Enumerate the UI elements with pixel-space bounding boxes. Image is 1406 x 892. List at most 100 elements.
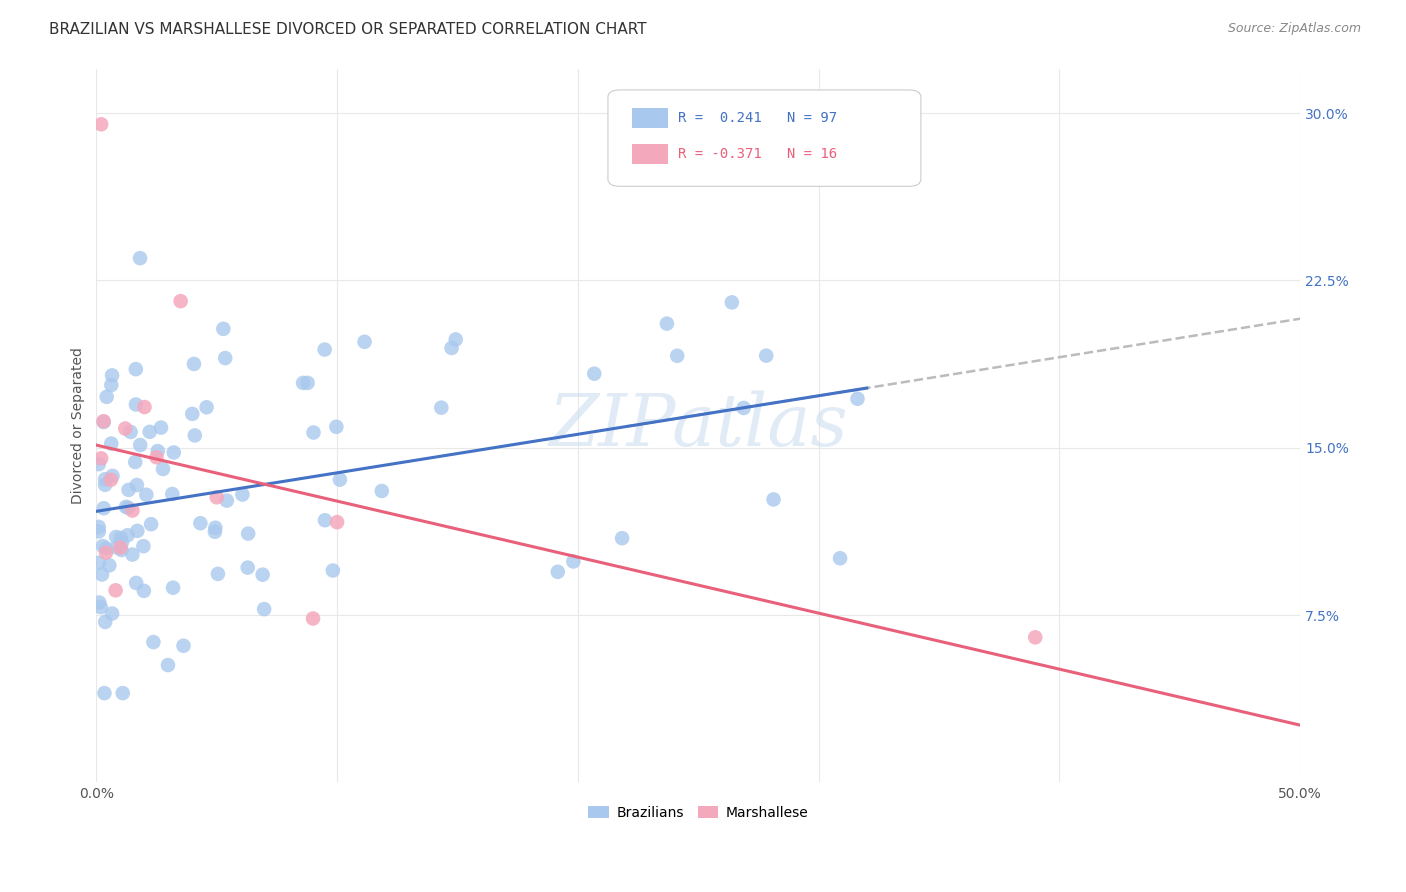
- Marshallese: [1024, 631, 1046, 645]
- Brazilians: [733, 401, 755, 415]
- Brazilians: [110, 531, 132, 545]
- Brazilians: [93, 415, 115, 429]
- Brazilians: [215, 493, 238, 508]
- Brazilians: [115, 500, 138, 514]
- Brazilians: [214, 351, 236, 365]
- Marshallese: [100, 473, 122, 487]
- Brazilians: [562, 554, 585, 568]
- Brazilians: [100, 436, 122, 450]
- Brazilians: [120, 425, 142, 439]
- Brazilians: [129, 251, 152, 265]
- Brazilians: [94, 478, 117, 492]
- Brazilians: [846, 392, 869, 406]
- Marshallese: [169, 294, 191, 309]
- Brazilians: [132, 583, 155, 598]
- Marshallese: [114, 421, 136, 435]
- Brazilians: [94, 615, 117, 629]
- Marshallese: [104, 583, 127, 598]
- Brazilians: [101, 607, 124, 621]
- Brazilians: [138, 425, 160, 439]
- Brazilians: [125, 362, 148, 376]
- Marshallese: [90, 117, 112, 131]
- Brazilians: [146, 444, 169, 458]
- Brazilians: [183, 357, 205, 371]
- Brazilians: [231, 487, 253, 501]
- Brazilians: [325, 419, 347, 434]
- Marshallese: [326, 515, 349, 529]
- Brazilians: [94, 472, 117, 486]
- Brazilians: [721, 295, 744, 310]
- Brazilians: [292, 376, 315, 390]
- FancyBboxPatch shape: [633, 109, 668, 128]
- Brazilians: [547, 565, 569, 579]
- Brazilians: [353, 334, 375, 349]
- Brazilians: [610, 531, 633, 545]
- Y-axis label: Divorced or Separated: Divorced or Separated: [72, 347, 86, 504]
- Legend: Brazilians, Marshallese: Brazilians, Marshallese: [583, 800, 814, 825]
- Brazilians: [125, 575, 148, 590]
- Brazilians: [93, 501, 115, 516]
- Brazilians: [156, 658, 179, 673]
- Brazilians: [583, 367, 606, 381]
- Brazilians: [87, 457, 110, 471]
- FancyBboxPatch shape: [633, 145, 668, 164]
- Brazilians: [322, 564, 344, 578]
- Brazilians: [124, 455, 146, 469]
- Brazilians: [371, 483, 394, 498]
- Brazilians: [830, 551, 852, 566]
- Brazilians: [101, 468, 124, 483]
- Brazilians: [93, 686, 115, 700]
- Brazilians: [430, 401, 453, 415]
- Brazilians: [110, 543, 132, 558]
- FancyBboxPatch shape: [607, 90, 921, 186]
- Brazilians: [173, 639, 195, 653]
- Brazilians: [135, 488, 157, 502]
- Brazilians: [655, 317, 678, 331]
- Marshallese: [302, 611, 325, 625]
- Marshallese: [121, 503, 143, 517]
- Brazilians: [204, 524, 226, 539]
- Brazilians: [302, 425, 325, 440]
- Brazilians: [207, 566, 229, 581]
- Brazilians: [87, 524, 110, 539]
- Marshallese: [134, 400, 156, 414]
- Brazilians: [162, 581, 184, 595]
- Brazilians: [190, 516, 212, 531]
- Text: R =  0.241   N = 97: R = 0.241 N = 97: [678, 112, 837, 126]
- Brazilians: [297, 376, 319, 390]
- Brazilians: [96, 390, 118, 404]
- Brazilians: [98, 558, 121, 573]
- Brazilians: [152, 462, 174, 476]
- Text: R = -0.371   N = 16: R = -0.371 N = 16: [678, 147, 837, 161]
- Brazilians: [127, 524, 149, 538]
- Brazilians: [236, 560, 259, 574]
- Brazilians: [129, 438, 152, 452]
- Brazilians: [204, 521, 226, 535]
- Brazilians: [162, 487, 184, 501]
- Brazilians: [132, 539, 155, 553]
- Marshallese: [94, 546, 117, 560]
- Marshallese: [110, 541, 132, 555]
- Marshallese: [205, 490, 228, 504]
- Brazilians: [163, 445, 186, 459]
- Brazilians: [184, 428, 207, 442]
- Brazilians: [117, 500, 139, 515]
- Brazilians: [117, 528, 139, 542]
- Brazilians: [125, 478, 148, 492]
- Brazilians: [111, 686, 134, 700]
- Brazilians: [755, 349, 778, 363]
- Brazilians: [87, 556, 110, 570]
- Brazilians: [101, 368, 124, 383]
- Brazilians: [87, 520, 110, 534]
- Brazilians: [444, 333, 467, 347]
- Brazilians: [195, 401, 218, 415]
- Brazilians: [94, 541, 117, 556]
- Brazilians: [91, 539, 114, 553]
- Brazilians: [666, 349, 689, 363]
- Brazilians: [105, 530, 128, 544]
- Text: BRAZILIAN VS MARSHALLESE DIVORCED OR SEPARATED CORRELATION CHART: BRAZILIAN VS MARSHALLESE DIVORCED OR SEP…: [49, 22, 647, 37]
- Brazilians: [314, 513, 336, 527]
- Brazilians: [762, 492, 785, 507]
- Text: ZIPatlas: ZIPatlas: [548, 390, 848, 460]
- Brazilians: [90, 600, 112, 615]
